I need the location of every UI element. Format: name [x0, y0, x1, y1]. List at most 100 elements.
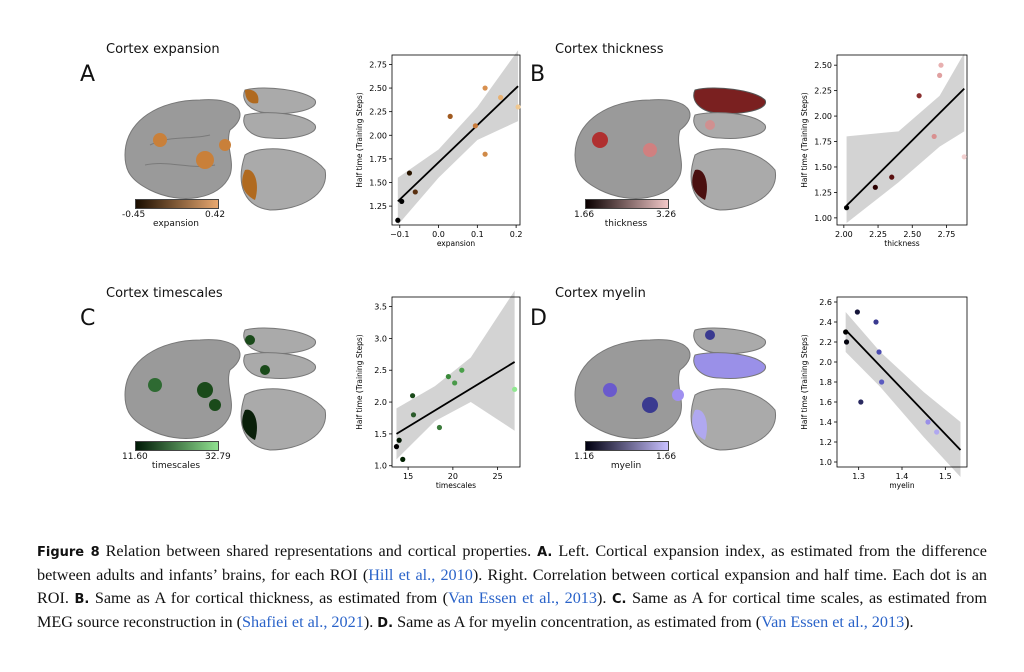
data-point — [938, 62, 944, 68]
y-tick-label: 2.75 — [369, 60, 387, 69]
plot-frame — [391, 54, 521, 226]
data-point — [406, 170, 413, 176]
panel-b-letter: B — [530, 62, 546, 87]
y-tick-label: 1.5 — [374, 430, 387, 439]
y-tick-label: 2.50 — [369, 84, 387, 93]
scatter-timescales: 15 20 25 1.0 1.5 2.0 2.5 3.0 3.5 timescales Half t… — [355, 290, 521, 490]
data-point — [961, 154, 967, 160]
x-tick-label: 0.2 — [510, 230, 523, 239]
data-point — [447, 113, 453, 119]
y-tick-label: 2.0 — [819, 358, 832, 367]
x-tick-label: −0.1 — [390, 230, 409, 239]
y-tick-label: 1.4 — [819, 418, 832, 427]
brain-surface-a — [124, 87, 326, 211]
scatter-myelin: 1.3 1.4 1.5 1.0 1.2 1.4 1.6 1.8 2.0 2.2 2.4 2.6 myel… — [800, 296, 968, 490]
caption-d-label: D. — [377, 616, 394, 632]
colorbar-c-max: 32.79 — [205, 452, 231, 462]
x-tick-label: 1.5 — [939, 472, 952, 481]
panel-a-letter: A — [80, 62, 96, 87]
y-tick-label: 2.5 — [374, 366, 387, 375]
panel-b-title: Cortex thickness — [555, 42, 664, 57]
x-tick-label: 0.1 — [471, 230, 484, 239]
x-tick-label: 2.00 — [835, 230, 853, 239]
y-tick-label: 1.75 — [369, 155, 387, 164]
data-point — [409, 393, 416, 399]
y-tick-label: 2.6 — [819, 298, 832, 307]
x-tick-label: 1.4 — [896, 472, 909, 481]
x-tick-label: 1.3 — [852, 472, 865, 481]
data-point — [512, 386, 518, 392]
data-point — [412, 189, 418, 195]
data-point — [445, 373, 451, 380]
scatter-thickness: 2.00 2.25 2.50 2.75 1.00 1.25 1.50 1.75 2.00 2.25… — [800, 52, 968, 248]
citation-link[interactable]: Hill et al., 2010 — [368, 566, 473, 585]
y-axis-label: Half time (Training Steps) — [355, 334, 364, 430]
data-point — [459, 367, 465, 373]
data-point — [872, 184, 878, 190]
colorbar-c-min: 11.60 — [122, 452, 148, 462]
y-axis-label: Half time (Training Steps) — [355, 92, 364, 188]
y-tick-label: 1.0 — [819, 458, 832, 467]
panel-d-title: Cortex myelin — [555, 286, 646, 301]
y-tick-label: 1.8 — [819, 378, 832, 387]
data-point — [399, 198, 405, 204]
data-point — [515, 104, 521, 110]
plot-frame — [391, 296, 521, 468]
brain-surface-b — [574, 87, 776, 211]
colorbar-d-max: 1.66 — [656, 452, 677, 462]
data-point — [400, 456, 406, 462]
confidence-band — [846, 52, 965, 223]
x-tick-label: 15 — [403, 472, 413, 481]
colorbar-d — [585, 441, 669, 451]
data-point — [482, 151, 488, 157]
citation-link[interactable]: Shafiei et al., 2021 — [241, 613, 364, 632]
y-axis-label: Half time (Training Steps) — [800, 92, 809, 188]
data-point — [931, 133, 937, 140]
colorbar-a-label: expansion — [152, 219, 200, 229]
data-point — [937, 72, 943, 78]
colorbar-b-label: thickness — [604, 219, 648, 229]
data-point — [843, 329, 849, 335]
y-tick-label: 2.2 — [819, 338, 832, 347]
citation-link[interactable]: Van Essen et al., 2013 — [761, 613, 905, 632]
caption-a-label: A. — [537, 545, 553, 560]
data-point — [925, 419, 931, 425]
brain-surface-d — [574, 327, 776, 451]
data-point — [843, 205, 850, 211]
colorbar-a — [135, 199, 219, 209]
brain-surface-c — [124, 327, 326, 451]
colorbar-a-min: -0.45 — [122, 210, 146, 220]
data-point — [452, 380, 458, 386]
data-point — [436, 424, 443, 431]
figure-label: Figure 8 — [37, 545, 100, 560]
x-axis-label: timescales — [436, 481, 476, 490]
x-axis-label: expansion — [437, 239, 476, 248]
data-point — [876, 349, 882, 355]
colorbar-c — [135, 441, 219, 451]
y-tick-label: 1.0 — [374, 462, 387, 471]
data-point — [858, 399, 864, 405]
citation-link[interactable]: Van Essen et al., 2013 — [448, 588, 597, 607]
x-tick-label: 2.50 — [903, 230, 921, 239]
data-point — [916, 93, 922, 99]
x-axis-label: myelin — [889, 481, 915, 490]
y-tick-label: 1.00 — [814, 214, 832, 223]
y-tick-label: 2.25 — [369, 108, 387, 117]
data-point — [498, 94, 504, 101]
scatter-expansion: −0.1 0.0 0.1 0.2 1.25 1.50 1.75 2.00 2.25 2.50 2.7… — [355, 50, 523, 248]
x-tick-label: 0.0 — [432, 230, 445, 239]
y-tick-label: 2.00 — [814, 112, 832, 121]
colorbar-a-max: 0.42 — [205, 210, 226, 220]
y-tick-label: 2.0 — [374, 398, 387, 407]
colorbar-c-label: timescales — [151, 461, 201, 471]
data-point — [889, 174, 895, 180]
data-point — [395, 217, 401, 223]
confidence-band — [397, 50, 519, 226]
y-tick-label: 1.2 — [819, 438, 832, 447]
colorbar-b — [585, 199, 669, 209]
data-point — [843, 339, 850, 345]
y-tick-label: 1.25 — [369, 202, 387, 211]
x-tick-label: 25 — [493, 472, 503, 481]
plot-frame — [836, 54, 968, 226]
panel-d-letter: D — [530, 306, 547, 331]
